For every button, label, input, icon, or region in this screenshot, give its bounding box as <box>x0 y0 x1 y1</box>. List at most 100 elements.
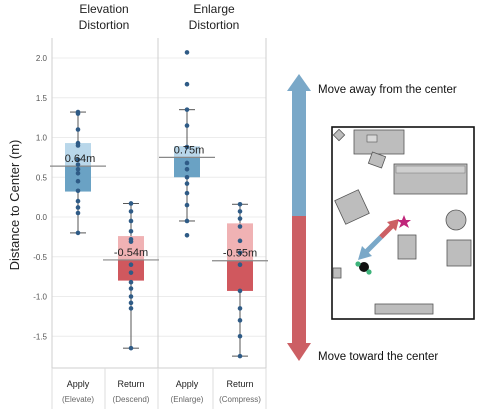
plant-icon <box>332 128 346 142</box>
data-point <box>128 300 134 306</box>
arrow-down-shaft <box>292 216 306 344</box>
gridlines <box>52 57 266 337</box>
data-point <box>75 205 81 210</box>
y-tick-labels: 2.0 1.5 1.0 0.5 0.0 -0.5 -1.0 -1.5 <box>33 54 47 341</box>
y-tick-label: 0.0 <box>36 213 48 222</box>
y-tick-label: -0.5 <box>33 253 47 262</box>
panel-title-enlarge-line2: Distortion <box>189 18 240 32</box>
data-point <box>128 209 134 214</box>
median-label: -0.54m <box>114 247 148 259</box>
data-point <box>75 162 81 167</box>
data-point <box>184 123 190 128</box>
desk-chair-icon <box>367 151 387 169</box>
category-label: Apply <box>176 379 199 389</box>
data-point <box>237 238 243 244</box>
data-point <box>128 286 134 291</box>
data-point <box>184 232 190 238</box>
category-label: Return <box>117 379 144 389</box>
box-upper-half <box>65 143 91 167</box>
data-point <box>128 279 134 285</box>
category-label: Apply <box>67 379 90 389</box>
arrow-label-away: Move away from the center <box>318 84 457 96</box>
data-point <box>184 218 190 224</box>
data-point <box>184 190 190 196</box>
panel-frames <box>51 38 267 409</box>
bench-icon <box>374 303 434 315</box>
y-axis-title: Distance to Center (m) <box>7 140 22 271</box>
data-point <box>237 209 243 214</box>
data-point <box>128 270 134 275</box>
data-point <box>75 230 81 236</box>
panel-title-elevation-line1: Elevation <box>79 2 128 16</box>
user-hand-icon-left <box>355 261 361 267</box>
data-point <box>75 198 81 204</box>
data-point <box>237 353 243 359</box>
data-point <box>184 167 190 172</box>
map-arrow-toward <box>379 224 394 239</box>
map-arrow-toward-head <box>387 219 399 231</box>
room-map <box>331 126 475 320</box>
data-point <box>184 202 190 208</box>
monitor-icon <box>366 134 378 143</box>
data-point <box>237 201 243 207</box>
data-point <box>128 239 134 244</box>
boxes: 0.64m -0.54m 0.75m -0.55m <box>50 50 268 359</box>
y-tick-label: -1.5 <box>33 332 47 341</box>
distance-arrow <box>287 74 311 361</box>
box-elevation-return: -0.54m <box>103 201 159 351</box>
y-tick-label: 2.0 <box>36 54 48 63</box>
side-chair-icon <box>397 234 417 260</box>
data-point <box>184 50 190 55</box>
category-sublabel: (Elevate) <box>62 395 94 404</box>
center-star-icon <box>397 215 411 228</box>
box-upper-half <box>174 146 200 158</box>
data-point <box>128 229 134 234</box>
data-point <box>237 306 243 311</box>
data-point <box>128 201 134 206</box>
armchair-icon <box>334 189 370 225</box>
data-point <box>75 178 81 184</box>
map-arrow-away <box>363 235 383 255</box>
sofa-back-icon <box>395 165 466 174</box>
box-enlarge-apply: 0.75m <box>159 50 215 238</box>
data-point <box>75 127 81 132</box>
data-point <box>128 218 134 224</box>
panel-title-enlarge-line1: Enlarge <box>193 2 235 16</box>
category-sublabel: (Enlarge) <box>171 395 204 404</box>
data-point <box>75 210 81 216</box>
arrow-up-head <box>287 74 311 91</box>
data-point <box>237 250 243 256</box>
y-tick-label: 1.5 <box>36 94 48 103</box>
data-point <box>75 157 81 163</box>
desk-icon <box>353 129 405 155</box>
user-hand-icon-right <box>366 269 372 275</box>
data-point <box>237 224 243 229</box>
data-point <box>237 262 243 268</box>
data-point <box>184 81 190 87</box>
data-point <box>75 170 81 176</box>
panel-title-elevation-line2: Distortion <box>79 18 130 32</box>
data-point <box>75 188 81 194</box>
data-point <box>184 144 190 150</box>
data-point <box>237 333 243 339</box>
median-label: 0.64m <box>65 153 96 165</box>
y-tick-label: 1.0 <box>36 134 48 143</box>
data-point <box>237 216 243 221</box>
right-chair-icon <box>446 239 472 267</box>
category-sublabel: (Compress) <box>219 395 261 404</box>
data-point <box>184 160 190 166</box>
data-point <box>75 111 81 116</box>
data-point <box>128 262 134 268</box>
round-table-icon <box>445 209 467 231</box>
data-point <box>128 306 134 311</box>
y-tick-label: 0.5 <box>36 173 48 182</box>
y-tick-label: -1.0 <box>33 293 47 302</box>
box-lower-half <box>118 259 144 281</box>
data-point <box>237 318 243 323</box>
box-enlarge-return: -0.55m <box>212 201 268 359</box>
data-point <box>128 345 134 351</box>
data-point <box>184 107 190 112</box>
arrow-up-shaft <box>292 90 306 216</box>
median-label: -0.55m <box>223 248 257 260</box>
